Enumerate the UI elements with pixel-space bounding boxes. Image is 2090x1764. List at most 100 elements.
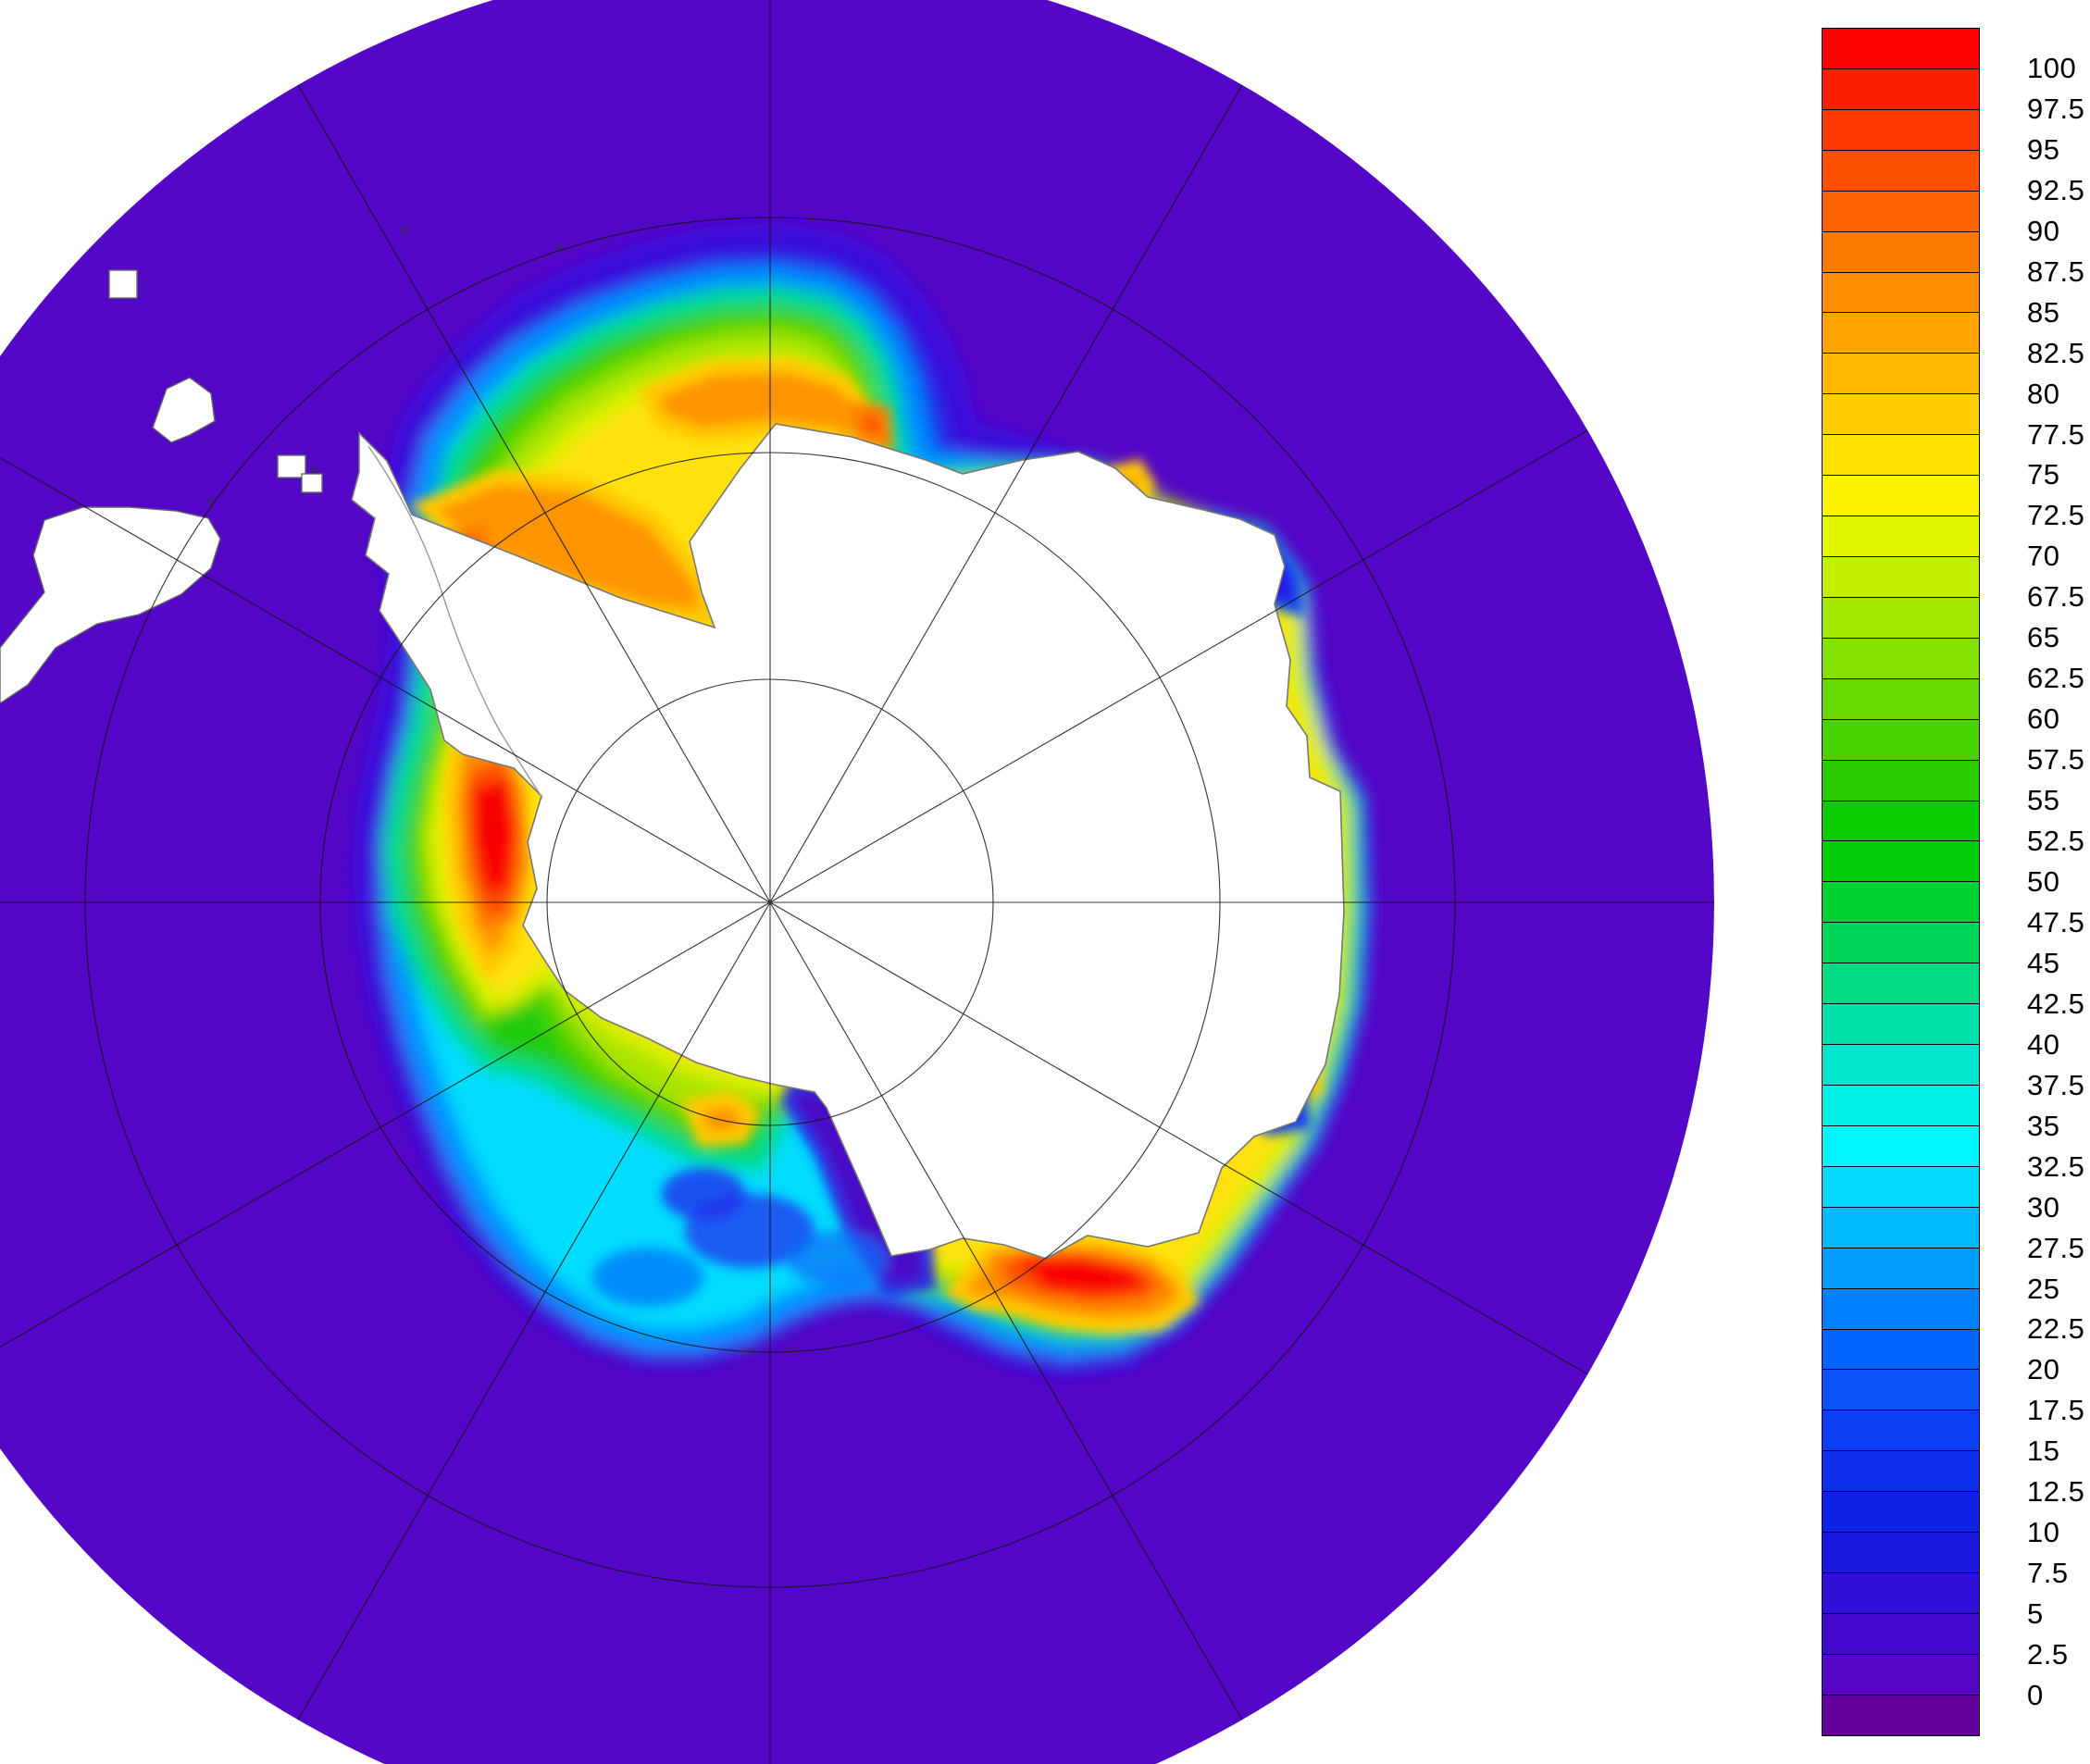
colorbar-tick-label: 50 [2027,865,2060,898]
colorbar-segment [1823,597,1979,639]
colorbar-tick-label: 75 [2027,458,2060,491]
colorbar-segment [1823,1492,1979,1534]
peninsula-coastline [367,445,543,799]
colorbar-tick-label: 27.5 [2027,1231,2085,1264]
colorbar-segment [1823,1166,1979,1208]
colorbar-segment [1823,1085,1979,1126]
colorbar-segment [1823,109,1979,151]
colorbar-tick-label: 5 [2027,1597,2044,1631]
colorbar-tick-label: 72.5 [2027,499,2085,532]
colorbar-tick-label: 77.5 [2027,417,2085,451]
colorbar-segment [1823,556,1979,598]
colorbar-tick-label: 47.5 [2027,905,2085,938]
colorbar-segment [1823,1125,1979,1167]
colorbar-tick-label: 42.5 [2027,987,2085,1020]
colorbar-tick-label: 57.5 [2027,743,2085,776]
colorbar-segment [1823,1207,1979,1248]
colorbar-segment [1823,1573,1979,1614]
colorbar-segment [1823,354,1979,395]
colorbar-segment [1823,801,1979,842]
ross-mottle-blue [662,1168,745,1220]
colorbar-tick-label: 55 [2027,784,2060,817]
colorbar-segment [1823,1045,1979,1086]
colorbar-tick-label: 0 [2027,1679,2044,1712]
colorbar-segment [1823,1533,1979,1574]
graticule-lines [0,0,1714,1764]
colorbar-tick-label: 25 [2027,1272,2060,1305]
colorbar-tick-label: 97.5 [2027,92,2085,125]
colorbar-tick-label: 15 [2027,1435,2060,1468]
colorbar-tick-label: 87.5 [2027,255,2085,288]
colorbar-tick-label: 67.5 [2027,580,2085,614]
colorbar-tick-label: 85 [2027,295,2060,329]
colorbar-segment [1823,1695,1979,1735]
colorbar-segment [1823,68,1979,110]
colorbar-tick-label: 65 [2027,621,2060,654]
colorbar-segment [1823,516,1979,557]
colorbar-tick-label: 20 [2027,1353,2060,1386]
colorbar-tick-label: 92.5 [2027,173,2085,206]
colorbar-segment [1823,1370,1979,1411]
colorbar-segment [1823,1004,1979,1046]
island [152,377,216,443]
colorbar-tick-label: 2.5 [2027,1638,2069,1671]
colorbar-segment [1823,1613,1979,1655]
islands [0,269,323,705]
colorbar-segment [1823,435,1979,477]
colorbar-tick-label: 45 [2027,946,2060,979]
minor-island-outlines [207,226,563,505]
colorbar-tick-label: 90 [2027,214,2060,247]
colorbar-tick-label: 10 [2027,1516,2060,1549]
colorbar-tick-label: 62.5 [2027,662,2085,695]
colorbar-tick-label: 32.5 [2027,1149,2085,1183]
ross-mottle-blue [592,1248,703,1307]
colorbar-segment [1823,231,1979,273]
colorbar-segment [1823,1410,1979,1452]
colorbar-segment [1823,963,1979,1005]
colorbar-segment [1823,1654,1979,1696]
colorbar-legend [1822,28,1980,1736]
colorbar-tick-label: 100 [2027,51,2077,84]
colorbar-tick-label: 12.5 [2027,1475,2085,1509]
colorbar-tick-label: 35 [2027,1109,2060,1142]
colorbar-segment [1823,313,1979,354]
colorbar-segment [1823,476,1979,517]
colorbar-tick-label: 82.5 [2027,336,2085,369]
colorbar-tick-label: 22.5 [2027,1312,2085,1346]
colorbar-tick-label: 80 [2027,377,2060,410]
island [108,269,138,299]
colorbar-tick-label: 37.5 [2027,1068,2085,1101]
colorbar-tick-label: 30 [2027,1190,2060,1224]
colorbar-segment [1823,1248,1979,1289]
colorbar-tick-label: 70 [2027,540,2060,573]
colorbar-tick-label: 7.5 [2027,1557,2069,1590]
ross-mottle-blue [787,1231,889,1286]
colorbar-segment [1823,882,1979,924]
colorbar-tick-label: 95 [2027,132,2060,166]
colorbar-segment [1823,841,1979,883]
ice-patch-redorange [445,400,1177,1313]
colorbar-tick-label: 40 [2027,1027,2060,1061]
island [301,473,323,493]
colorbar-segment [1823,191,1979,232]
colorbar-segment [1823,638,1979,679]
colorbar-segment [1823,150,1979,192]
colorbar-segment [1823,1451,1979,1493]
colorbar-segment [1823,29,1979,69]
colorbar-segment [1823,719,1979,761]
colorbar-segment [1823,394,1979,436]
colorbar-segment [1823,1329,1979,1371]
island [277,454,306,478]
colorbar-segment [1823,923,1979,964]
island-south-america-tip [0,506,221,705]
colorbar-segment [1823,678,1979,720]
colorbar-tick-label: 60 [2027,702,2060,736]
colorbar-segment [1823,760,1979,801]
colorbar-segment [1823,1288,1979,1330]
colorbar-tick-label: 17.5 [2027,1394,2085,1427]
ice-patch-red [470,777,1150,1298]
antarctica-landmass [351,423,1345,1260]
colorbar-tick-label: 52.5 [2027,825,2085,858]
